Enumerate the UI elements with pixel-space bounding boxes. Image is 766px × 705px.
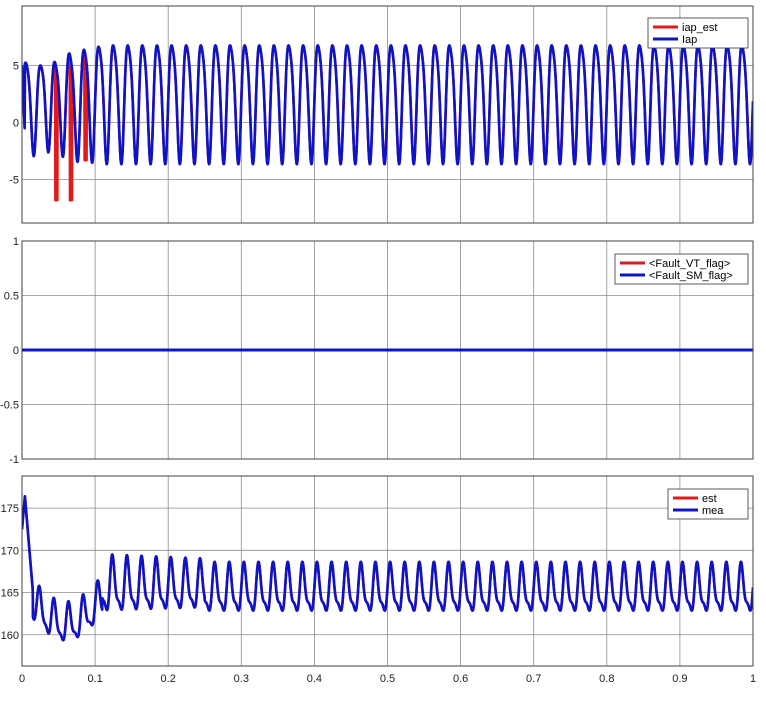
legend-box (614, 253, 749, 285)
y-tick-label: -0.5 (0, 400, 19, 412)
legend: <Fault_VT_flag><Fault_SM_flag> (614, 253, 749, 285)
plot-frame (21, 5, 754, 224)
legend-label: iap_est (682, 22, 717, 34)
x-tick-label: 0.8 (599, 673, 614, 685)
chart-panel-2: -1 -0.5 0 0.5 1 <Fault_VT_flag><Fault_SM_flag… (0, 236, 754, 466)
x-tick-label: 1 (750, 673, 756, 685)
x-tick-label: 0.5 (380, 673, 395, 685)
y-tick-label: -1 (9, 454, 19, 466)
x-tick-label: 0.6 (453, 673, 468, 685)
legend-label: <Fault_SM_flag> (649, 270, 733, 282)
y-tick-label: -5 (9, 175, 19, 187)
legend-box (647, 17, 749, 49)
y-tick-label: 1 (13, 236, 19, 248)
plot-frame (21, 475, 754, 667)
legend-label: est (702, 493, 717, 505)
x-tick-label: 0 (19, 673, 25, 685)
plot-frame (21, 240, 754, 460)
y-tick-label: 5 (13, 60, 19, 72)
x-tick-label: 0.9 (672, 673, 687, 685)
series-line-mea (22, 494, 753, 642)
y-tick-label: 160 (1, 630, 19, 642)
legend-box (667, 488, 749, 520)
legend-label: Iap (682, 34, 697, 46)
y-tick-label: 0 (13, 345, 19, 357)
x-tick-label: 0.7 (526, 673, 541, 685)
x-tick-label: 0.2 (161, 673, 176, 685)
x-tick-label: 0.4 (307, 673, 322, 685)
y-tick-label: 165 (1, 588, 19, 600)
y-tick-label: 0 (13, 117, 19, 129)
x-tick-label: 0.1 (87, 673, 102, 685)
series-line-iap (22, 44, 753, 166)
x-tick-label: 0.3 (234, 673, 249, 685)
y-tick-label: 175 (1, 503, 19, 515)
y-tick-label: 0.5 (4, 291, 19, 303)
legend-label: mea (702, 505, 724, 517)
y-tick-label: 170 (1, 545, 19, 557)
legend-label: <Fault_VT_flag> (649, 258, 730, 270)
